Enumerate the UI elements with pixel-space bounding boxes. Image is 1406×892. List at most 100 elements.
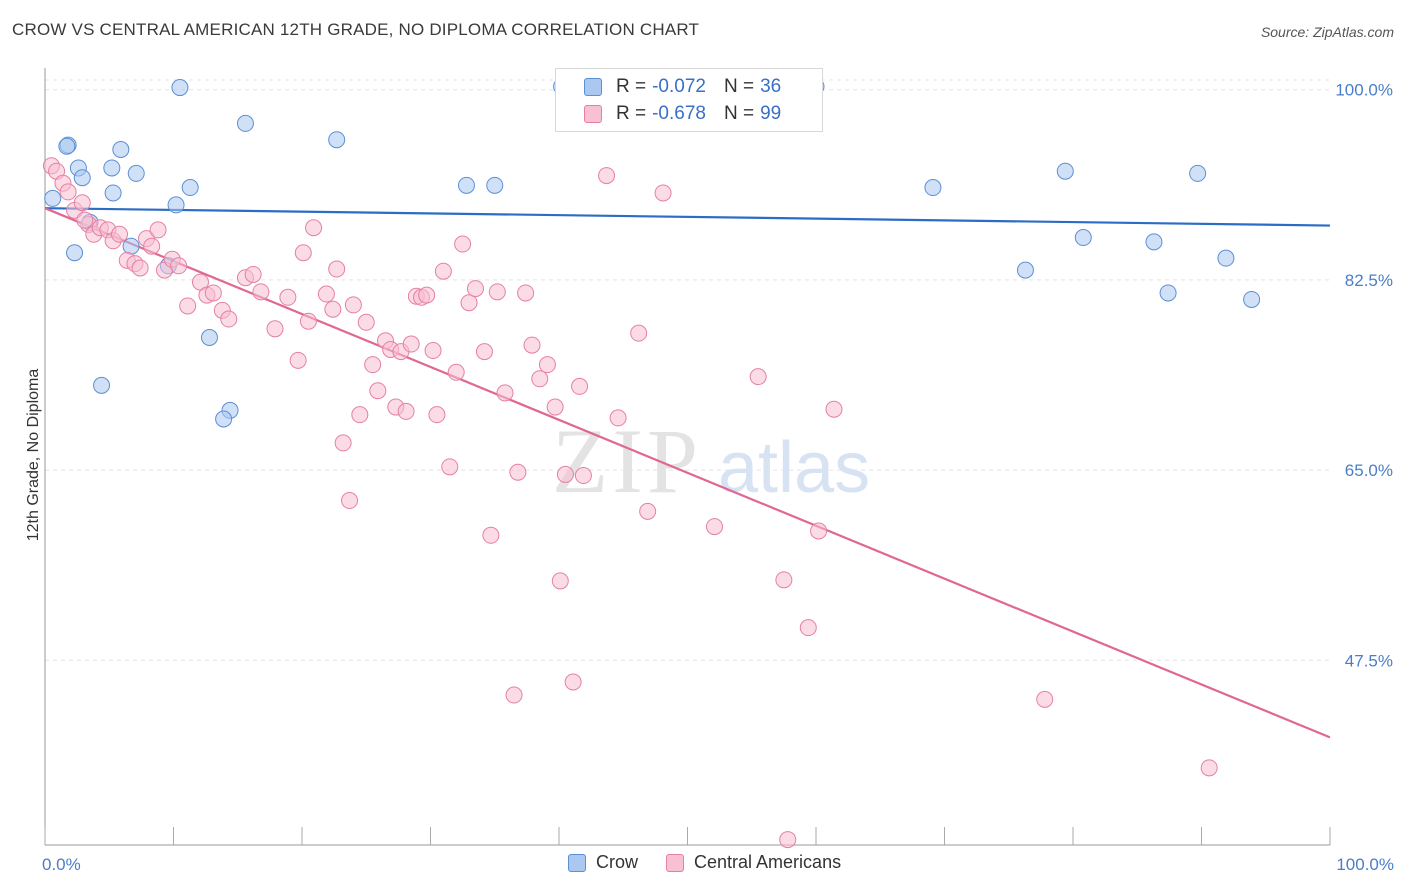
legend-r-value: -0.072 [652,76,706,97]
point-central-americans [705,518,723,536]
point-crow [1243,290,1261,308]
point-central-americans [466,280,484,298]
trend-line-crow [44,207,1331,227]
point-central-americans [143,237,161,255]
source-label: Source: ZipAtlas.com [1260,24,1394,40]
point-central-americans [131,259,149,277]
point-central-americans [76,211,94,229]
point-central-americans [475,343,493,361]
point-crow [457,176,475,194]
point-central-americans [630,324,648,342]
point-crow [1189,164,1207,182]
point-central-americans [488,283,506,301]
tick-labels: 100.0% 82.5% 65.0% 47.5% 0.0% 100.0% [42,81,1394,874]
point-central-americans [454,235,472,253]
point-central-americans [149,221,167,239]
data-points [42,76,1261,849]
point-central-americans [364,356,382,374]
point-central-americans [434,262,452,280]
point-crow [122,237,140,255]
point-crow [58,137,76,155]
point-central-americans [397,402,415,420]
point-crow [328,131,346,149]
point-central-americans [328,260,346,278]
legend-r-label: R = [616,76,647,97]
chart-title: CROW VS CENTRAL AMERICAN 12TH GRADE, NO … [12,20,700,39]
point-central-americans [73,194,91,212]
point-central-americans [1036,690,1054,708]
point-central-americans [447,363,465,381]
point-crow [167,196,185,214]
gridlines [45,79,1330,661]
point-central-americans [749,368,767,386]
stats-legend: R = -0.072 N = 36 R = -0.678 N = 99 [555,68,823,132]
point-central-americans [324,300,342,318]
x-tick-label-min: 0.0% [42,855,81,874]
point-central-americans [179,297,197,315]
point-central-americans [252,283,270,301]
point-central-americans [204,284,222,302]
point-central-americans [531,370,549,388]
y-tick-label: 82.5% [1345,271,1393,290]
watermark: ZIP atlas [552,410,870,512]
watermark-atlas: atlas [718,428,870,508]
point-central-americans [111,225,129,243]
legend-item-central-americans[interactable]: Central Americans [666,852,841,873]
point-central-americans [460,294,478,312]
point-central-americans [779,831,797,849]
point-central-americans [639,502,657,520]
point-crow [181,179,199,197]
point-crow [1056,162,1074,180]
point-central-americans [825,400,843,418]
point-central-americans [799,619,817,637]
point-crow [112,141,130,159]
point-crow [1145,233,1163,251]
legend-label-crow: Crow [596,852,639,872]
point-central-americans [523,336,541,354]
point-central-americans [654,184,672,202]
legend-swatch-central-americans [584,105,602,123]
legend-label-central-americans: Central Americans [694,852,842,872]
point-central-americans [170,257,188,275]
point-crow [1217,249,1235,267]
point-central-americans [244,265,262,283]
point-crow [486,176,504,194]
point-central-americans [299,312,317,330]
legend-swatch-central-americans [666,853,685,872]
trend-lines [44,207,1331,739]
point-central-americans [317,285,335,303]
y-tick-label: 65.0% [1345,461,1393,480]
point-central-americans [424,342,442,360]
legend-row-central-americans: R = -0.678 N = 99 [556,101,781,127]
point-central-americans [775,571,793,589]
point-central-americans [609,409,627,427]
point-central-americans [305,219,323,237]
legend-n-value: 99 [760,103,782,124]
point-central-americans [441,458,459,476]
x-tick-label-max: 100.0% [1336,855,1394,874]
point-central-americans [551,572,569,590]
legend-r-label: R = [616,103,647,124]
legend-n-label: N = [723,103,755,124]
point-crow [200,329,218,347]
point-crow [1159,284,1177,302]
point-central-americans [279,288,297,306]
legend-item-crow[interactable]: Crow [568,852,638,873]
point-crow [1016,261,1034,279]
point-central-americans [546,398,564,416]
point-central-americans [294,244,312,262]
point-central-americans [334,434,352,452]
point-central-americans [538,356,556,374]
series-legend: Crow Central Americans [568,852,869,873]
point-crow [236,114,254,132]
point-central-americans [357,313,375,331]
point-central-americans [59,183,77,201]
point-central-americans [402,335,420,353]
point-central-americans [574,467,592,485]
trend-line-central-americans [44,207,1331,739]
point-central-americans [505,686,523,704]
legend-row-crow: R = -0.072 N = 36 [556,74,781,100]
y-tick-label: 47.5% [1345,651,1393,670]
point-crow [171,79,189,97]
point-central-americans [266,320,284,338]
